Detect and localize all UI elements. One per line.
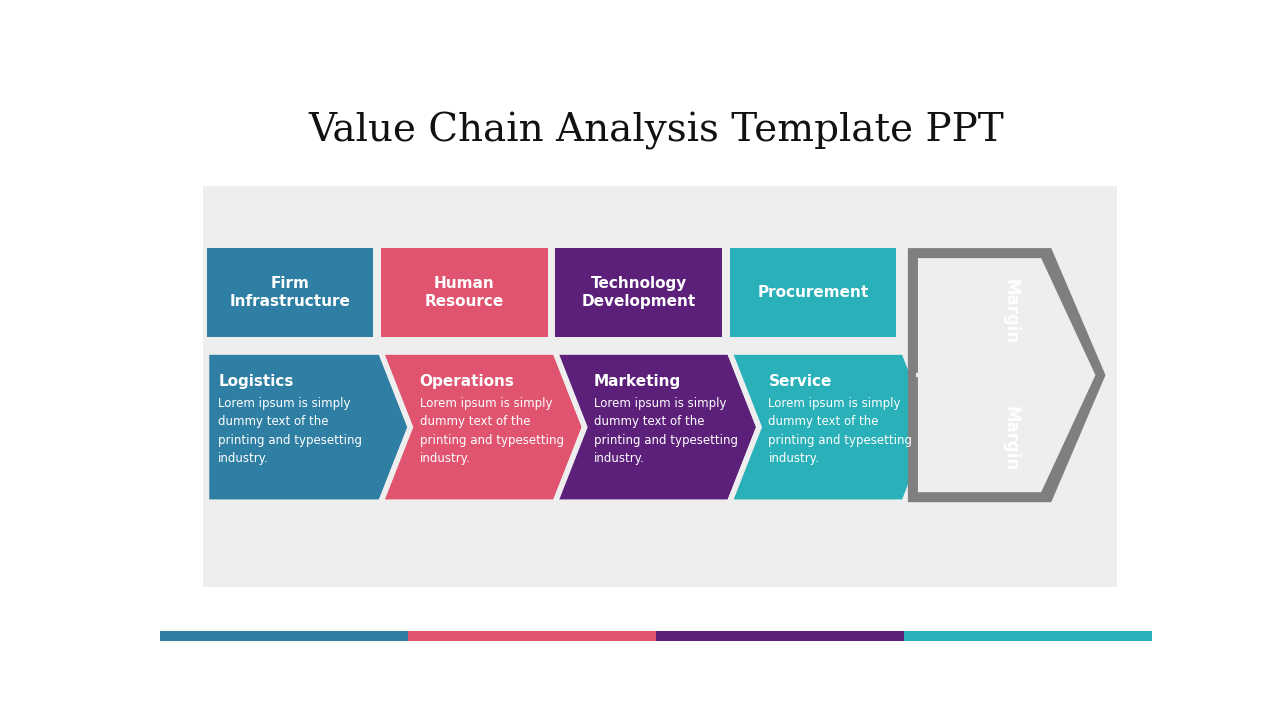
Text: Procurement: Procurement <box>758 285 869 300</box>
FancyBboxPatch shape <box>904 631 1152 641</box>
Text: Margin: Margin <box>1001 406 1020 471</box>
Polygon shape <box>730 352 933 502</box>
Polygon shape <box>908 248 1106 502</box>
Text: Lorem ipsum is simply
dummy text of the
printing and typesetting
industry.: Lorem ipsum is simply dummy text of the … <box>594 397 739 465</box>
FancyBboxPatch shape <box>381 248 548 337</box>
FancyBboxPatch shape <box>202 186 1117 587</box>
Polygon shape <box>918 258 1096 492</box>
Text: Margin: Margin <box>1001 279 1020 344</box>
Text: Marketing: Marketing <box>594 374 681 389</box>
Text: Lorem ipsum is simply
dummy text of the
printing and typesetting
industry.: Lorem ipsum is simply dummy text of the … <box>218 397 362 465</box>
Text: Lorem ipsum is simply
dummy text of the
printing and typesetting
industry.: Lorem ipsum is simply dummy text of the … <box>420 397 563 465</box>
FancyBboxPatch shape <box>657 631 904 641</box>
FancyBboxPatch shape <box>160 631 408 641</box>
Text: Value Chain Analysis Template PPT: Value Chain Analysis Template PPT <box>308 112 1004 150</box>
FancyBboxPatch shape <box>206 248 374 337</box>
FancyBboxPatch shape <box>556 248 722 337</box>
Text: Service: Service <box>768 374 832 389</box>
FancyBboxPatch shape <box>730 248 896 337</box>
Polygon shape <box>556 352 759 502</box>
Text: Human
Resource: Human Resource <box>425 276 504 309</box>
Polygon shape <box>381 352 585 502</box>
FancyBboxPatch shape <box>408 631 657 641</box>
Text: Firm
Infrastructure: Firm Infrastructure <box>229 276 351 309</box>
Polygon shape <box>206 352 411 502</box>
Text: Operations: Operations <box>420 374 515 389</box>
Text: Lorem ipsum is simply
dummy text of the
printing and typesetting
industry.: Lorem ipsum is simply dummy text of the … <box>768 397 913 465</box>
Text: Technology
Development: Technology Development <box>581 276 696 309</box>
Text: Logistics: Logistics <box>218 374 293 389</box>
